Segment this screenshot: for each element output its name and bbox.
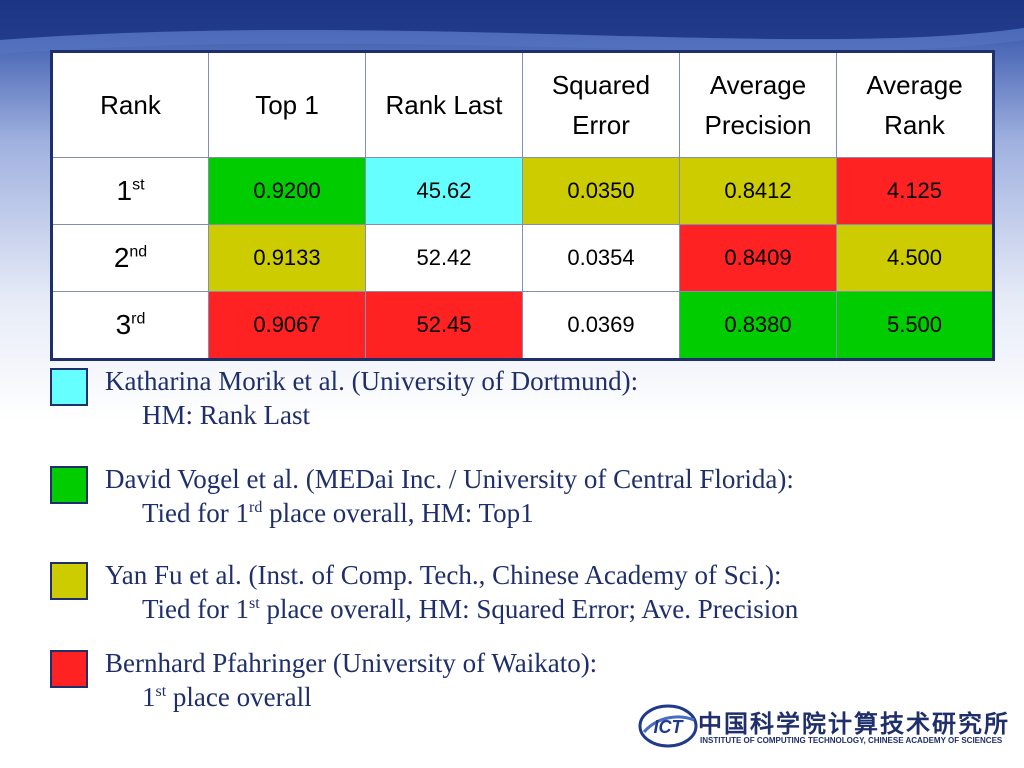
svg-text:ICT: ICT bbox=[654, 717, 685, 737]
rank-number: 3 bbox=[115, 309, 132, 340]
score-cell: 52.45 bbox=[365, 291, 523, 360]
column-header: Rank Last bbox=[365, 51, 523, 158]
table-row: 3rd 0.9067 52.45 0.0369 0.8380 5.500 bbox=[51, 291, 994, 360]
legend-color-swatch bbox=[50, 368, 88, 406]
ict-logo-mark: ICT bbox=[638, 704, 698, 748]
legend-note-pre: HM: Rank Last bbox=[142, 400, 310, 430]
legend-note-post: place overall bbox=[166, 682, 312, 712]
score-cell: 0.9133 bbox=[208, 224, 366, 292]
score-cell: 45.62 bbox=[365, 157, 523, 225]
table-row: 2nd 0.9133 52.42 0.0354 0.8409 4.500 bbox=[51, 224, 994, 292]
legend-team: Yan Fu et al. (Inst. of Comp. Tech., Chi… bbox=[105, 560, 782, 590]
legend-note-sup: st bbox=[249, 595, 260, 612]
rank-suffix: rd bbox=[131, 310, 146, 328]
legend-team: David Vogel et al. (MEDai Inc. / Univers… bbox=[105, 464, 794, 494]
header-wave-decoration bbox=[0, 0, 1024, 54]
column-header-label: Average bbox=[866, 70, 963, 100]
table-row: 1st 0.9200 45.62 0.0350 0.8412 4.125 bbox=[51, 157, 994, 225]
column-header: Average Precision bbox=[679, 51, 837, 158]
legend-color-swatch bbox=[50, 650, 88, 688]
column-header-label: Squared bbox=[551, 70, 651, 100]
legend-color-swatch bbox=[50, 466, 88, 504]
column-header: Rank bbox=[51, 51, 209, 158]
rank-cell: 1st bbox=[51, 157, 209, 225]
table-header-row: Rank Top 1 Rank Last Squared Error Average Pre… bbox=[51, 51, 994, 158]
score-cell: 0.9067 bbox=[208, 291, 366, 360]
column-header-label: Precision bbox=[704, 110, 812, 140]
legend-note: 1st place overall bbox=[142, 682, 312, 713]
column-header-label: Error bbox=[572, 110, 630, 140]
rank-suffix: st bbox=[132, 176, 145, 194]
column-header-label: Rank Last bbox=[385, 90, 503, 120]
legend-note: Tied for 1rd place overall, HM: Top1 bbox=[142, 498, 534, 529]
score-cell: 0.9200 bbox=[208, 157, 366, 225]
rank-cell: 3rd bbox=[51, 291, 209, 360]
score-cell: 0.0354 bbox=[522, 224, 680, 292]
rank-suffix: nd bbox=[129, 243, 148, 261]
legend-team: Bernhard Pfahringer (University of Waika… bbox=[105, 648, 598, 678]
legend-note-sup: rd bbox=[249, 499, 263, 516]
score-cell: 4.125 bbox=[836, 157, 994, 225]
legend-note-post: place overall, HM: Squared Error; Ave. P… bbox=[259, 594, 799, 624]
table-body: 1st 0.9200 45.62 0.0350 0.8412 4.125 2nd 0.9133… bbox=[51, 157, 994, 360]
score-cell: 0.0369 bbox=[522, 291, 680, 360]
column-header-label: Rank bbox=[884, 110, 945, 140]
legend-color-swatch bbox=[50, 562, 88, 600]
legend-team: Katharina Morik et al. (University of Do… bbox=[105, 366, 639, 396]
logo-chinese-name: 中国科学院计算技术研究所 bbox=[698, 709, 1010, 738]
legend-note-post: place overall, HM: Top1 bbox=[262, 498, 534, 528]
ict-logo: ICT 中国科学院计算技术研究所 INSTITUTE OF COMPUTING … bbox=[638, 702, 1008, 754]
column-header-label: Average bbox=[709, 70, 807, 100]
score-cell: 0.8409 bbox=[679, 224, 837, 292]
score-cell: 0.8412 bbox=[679, 157, 837, 225]
rank-number: 1 bbox=[116, 175, 133, 206]
legend-note-pre: Tied for 1 bbox=[142, 594, 250, 624]
score-cell: 0.0350 bbox=[522, 157, 680, 225]
score-cell: 0.8380 bbox=[679, 291, 837, 360]
rank-cell: 2nd bbox=[51, 224, 209, 292]
column-header: Top 1 bbox=[208, 51, 366, 158]
legend-note: HM: Rank Last bbox=[142, 400, 310, 431]
score-cell: 5.500 bbox=[836, 291, 994, 360]
score-cell: 4.500 bbox=[836, 224, 994, 292]
legend-note-sup: st bbox=[155, 683, 167, 700]
column-header: Squared Error bbox=[522, 51, 680, 158]
score-cell: 52.42 bbox=[365, 224, 523, 292]
column-header: Average Rank bbox=[836, 51, 994, 158]
column-header-label: Top 1 bbox=[255, 90, 319, 120]
column-header-label: Rank bbox=[100, 90, 161, 120]
legend-note: Tied for 1st place overall, HM: Squared … bbox=[142, 594, 798, 625]
logo-english-name: INSTITUTE OF COMPUTING TECHNOLOGY, CHINE… bbox=[700, 736, 1003, 745]
rank-number: 2 bbox=[113, 242, 130, 273]
results-table: Rank Top 1 Rank Last Squared Error Average Pre… bbox=[50, 50, 995, 361]
legend-note-pre: 1 bbox=[142, 682, 156, 712]
legend-note-pre: Tied for 1 bbox=[142, 498, 250, 528]
